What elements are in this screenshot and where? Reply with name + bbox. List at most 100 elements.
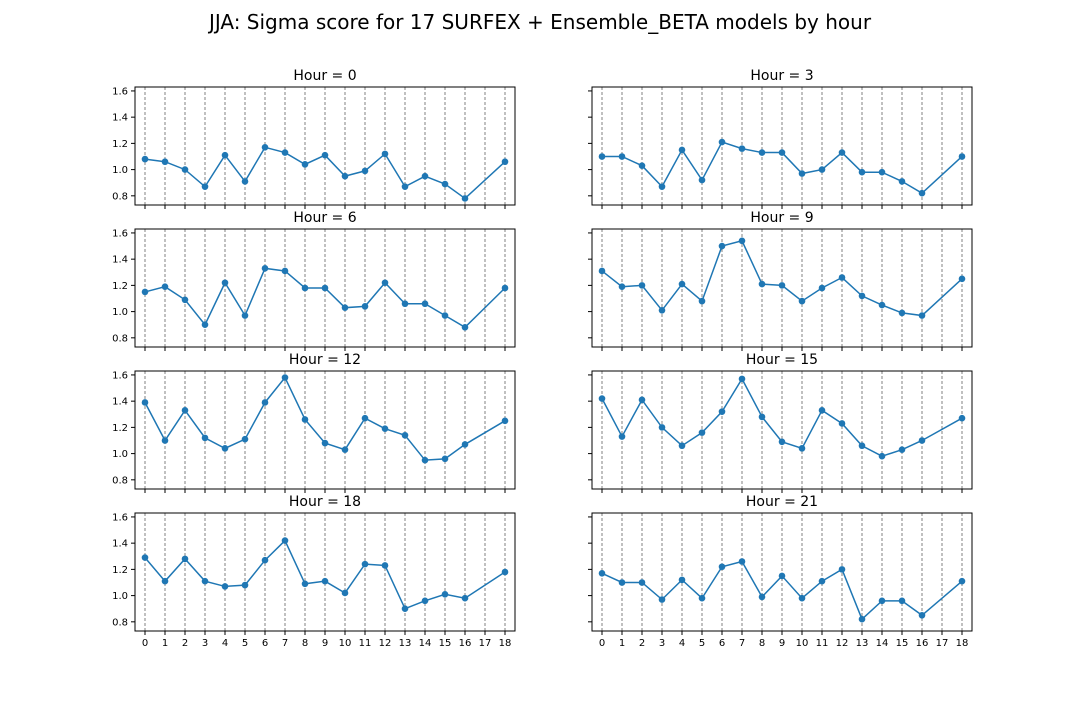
series-line: [602, 141, 963, 195]
data-point: [441, 312, 449, 319]
x-tick-label: 14: [876, 638, 889, 649]
data-point: [221, 279, 229, 287]
data-point: [778, 149, 786, 156]
series-line: [601, 560, 963, 621]
x-tick-label: 7: [282, 638, 288, 649]
data-point: [958, 153, 966, 160]
data-point: [281, 149, 289, 156]
data-point: [818, 166, 826, 173]
y-tick-label: 1.0: [112, 449, 128, 460]
x-tick-label: 10: [796, 638, 809, 649]
x-tick-label: 9: [779, 638, 785, 649]
y-tick-label: 1.4: [112, 397, 128, 408]
x-tick-label: 6: [262, 638, 268, 649]
data-point: [321, 577, 329, 585]
data-point: [401, 300, 409, 308]
data-point: [241, 435, 249, 443]
series-line: [144, 376, 506, 461]
data-point: [141, 554, 149, 561]
data-point: [301, 580, 309, 588]
data-point: [858, 615, 866, 623]
data-point: [221, 445, 229, 452]
data-point: [738, 558, 746, 565]
data-point: [898, 597, 906, 605]
x-tick-label: 5: [242, 638, 248, 649]
y-tick-label: 0.8: [112, 475, 128, 486]
data-point: [181, 407, 189, 414]
subplot-grid: Hour = 0 0.8 1.0 1.2 1.4 1.6 Hour = 3 Hour = 6 0…: [112, 68, 973, 649]
data-point: [261, 399, 269, 406]
data-point: [141, 288, 149, 296]
data-point: [421, 300, 429, 308]
data-point: [261, 265, 269, 272]
data-point: [798, 297, 806, 305]
data-point: [361, 560, 369, 568]
data-point: [618, 433, 626, 440]
data-point: [201, 434, 209, 442]
subplot-title: Hour = 0: [293, 68, 356, 84]
data-point: [361, 167, 369, 175]
x-tick-label: 2: [639, 638, 645, 649]
data-point: [341, 446, 349, 453]
data-point: [161, 158, 169, 166]
x-tick-label: 8: [759, 638, 765, 649]
data-point: [161, 437, 169, 444]
data-point: [301, 416, 309, 423]
data-point: [658, 183, 666, 190]
data-point: [838, 149, 846, 156]
x-tick-label: 3: [202, 638, 208, 649]
data-point: [161, 577, 169, 585]
data-point: [501, 417, 509, 425]
series-line: [144, 267, 506, 329]
data-point: [678, 146, 686, 154]
x-tick-label: 6: [719, 638, 725, 649]
data-point: [141, 399, 149, 406]
data-point: [181, 166, 189, 173]
data-point: [261, 556, 269, 564]
data-point: [501, 158, 509, 166]
y-tick-label: 0.8: [112, 617, 128, 628]
data-point: [598, 153, 606, 160]
data-point: [341, 589, 349, 597]
x-tick-label: 9: [322, 638, 328, 649]
data-point: [281, 374, 289, 381]
data-point: [658, 424, 666, 431]
data-point: [361, 414, 369, 422]
data-point: [698, 594, 706, 602]
data-point: [898, 446, 906, 453]
x-tick-label: 12: [836, 638, 849, 649]
data-point: [738, 145, 746, 152]
data-point: [441, 180, 449, 188]
subplot-title: Hour = 21: [746, 494, 818, 510]
data-point: [241, 178, 249, 185]
x-tick-label: 18: [956, 638, 969, 649]
x-tick-label: 7: [739, 638, 745, 649]
data-point: [341, 304, 349, 311]
x-tick-label: 15: [439, 638, 452, 649]
y-tick-label: 1.4: [112, 113, 128, 124]
data-point: [658, 596, 666, 603]
data-point: [678, 576, 686, 584]
data-point: [441, 590, 449, 598]
y-tick-label: 1.0: [112, 165, 128, 176]
data-point: [401, 183, 409, 190]
data-point: [461, 324, 469, 331]
data-point: [718, 138, 726, 146]
data-point: [598, 395, 606, 402]
x-tick-label: 8: [302, 638, 308, 649]
subplot-3: Hour = 6 0.8 1.0 1.2 1.4 1.6: [112, 210, 516, 351]
data-point: [321, 284, 329, 292]
y-tick-label: 1.2: [112, 281, 128, 292]
data-point: [241, 581, 249, 589]
data-point: [878, 597, 886, 605]
y-tick-label: 1.6: [112, 228, 128, 239]
x-tick-label: 12: [379, 638, 392, 649]
data-point: [618, 283, 626, 290]
x-tick-label: 11: [816, 638, 829, 649]
data-point: [778, 282, 786, 289]
data-point: [401, 605, 409, 613]
x-tick-label: 16: [459, 638, 472, 649]
x-tick-label: 14: [419, 638, 432, 649]
data-point: [738, 375, 746, 383]
data-point: [638, 282, 646, 289]
